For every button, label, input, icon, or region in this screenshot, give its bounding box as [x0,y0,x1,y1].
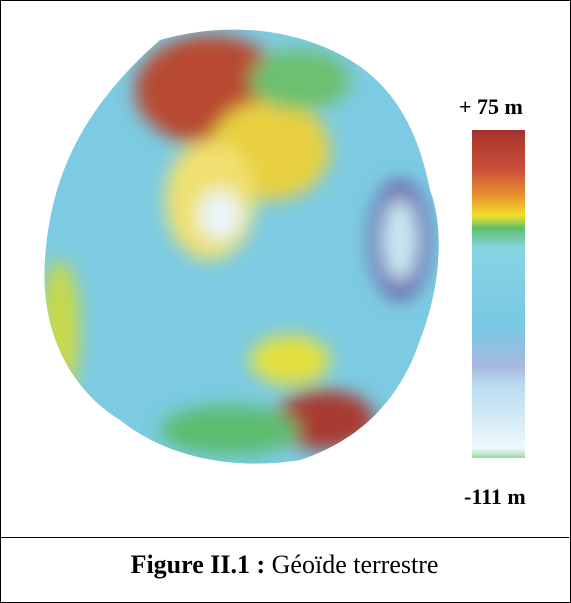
separator [0,537,569,538]
scale-min-label: -111 m [464,484,526,510]
caption-text: Géoïde terrestre [272,550,439,579]
color-scale [472,130,525,458]
scale-max-label: + 75 m [459,94,523,120]
page: + 75 m -111 m Figure II.1 : Géoïde terre… [0,0,571,603]
geoid-image [0,0,571,537]
caption: Figure II.1 : Géoïde terrestre [0,550,569,580]
caption-label: Figure II.1 : [131,550,266,579]
